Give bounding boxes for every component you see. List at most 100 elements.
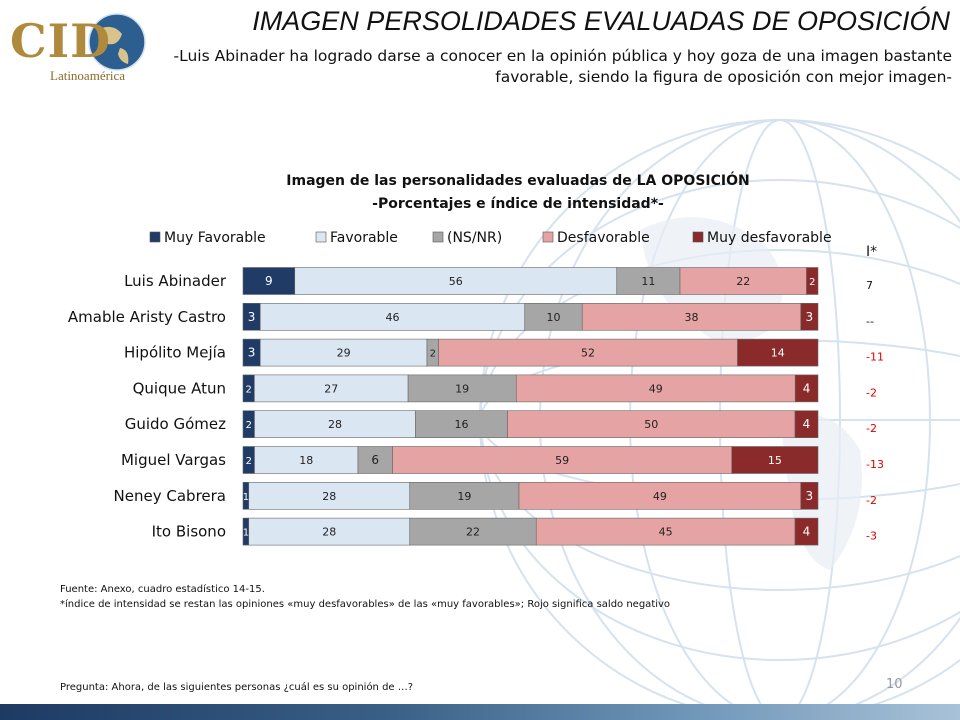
bar-segment [294,267,618,295]
bar-segment [800,481,819,510]
index-value: -2 [866,386,877,399]
data-label: 3 [248,346,256,360]
data-label: 4 [803,417,811,431]
data-label: 1 [243,528,249,539]
category-label: Neney Cabrera [114,487,226,505]
data-label: 2 [246,420,252,431]
data-label: 3 [806,310,814,324]
data-label: 50 [644,418,658,431]
page-number: 10 [886,677,903,692]
bar-segment [248,481,411,510]
index-value: -2 [866,422,877,435]
data-label: 22 [736,275,750,288]
data-label: 28 [322,526,336,539]
chart-title: Imagen de las personalidades evaluadas d… [286,173,750,189]
data-label: 22 [466,526,480,539]
data-label: 9 [265,274,273,288]
bar-segment [581,303,802,331]
data-label: 11 [641,275,655,288]
data-label: 3 [248,310,256,324]
data-label: 14 [771,347,785,360]
category-label: Guido Gómez [125,415,226,433]
index-header: I* [866,244,878,260]
cid-logo: CID Latinoamérica [4,6,154,86]
bar-segment [254,410,416,438]
index-value: -2 [866,494,877,507]
page-subtitle: -Luis Abinader ha logrado darse a conoce… [173,47,952,86]
data-label: 49 [653,490,667,503]
data-label: 1 [243,492,249,503]
category-label: Amable Aristy Castro [68,308,226,326]
data-label: 10 [547,311,561,324]
bar-segment [800,303,819,331]
bar-segment [679,267,807,295]
bar-segment [259,303,526,331]
index-value: -3 [866,530,877,543]
category-label: Quique Atun [133,379,226,397]
data-label: 56 [449,275,463,288]
logo-text: CID [10,14,112,68]
legend-swatch [542,231,554,243]
category-label: Luis Abinader [124,272,227,290]
bar-segment [731,446,819,474]
data-label: 16 [455,418,469,431]
stacked-bar-chart: Muy Favorable Favorable (NS/NR) Desfavorabl… [68,230,884,546]
bar-segment [794,410,819,438]
data-label: 18 [299,454,313,467]
index-value: 7 [866,279,873,292]
data-label: 2 [246,384,252,395]
bar-segment [737,338,819,367]
data-label: 27 [324,382,338,395]
data-label: 28 [322,490,336,503]
data-label: 59 [555,454,569,467]
bar-segment [515,374,796,403]
data-label: 38 [685,311,699,324]
category-label: Hipólito Mejía [124,344,226,362]
legend-swatch [432,231,444,243]
logo-subtext: Latinoamérica [50,68,126,83]
data-label: 6 [371,453,379,467]
bar-segment [415,410,508,438]
bar-segment [794,374,819,403]
legend-label: Favorable [330,230,398,246]
data-label: 28 [328,418,342,431]
data-label: 19 [457,490,471,503]
chart-subtitle: -Porcentajes e índice de intensidad*- [372,196,664,212]
index-value: -- [866,315,874,328]
logo-globe-icon [88,13,146,71]
index-value: -11 [866,351,884,364]
bar-segment [616,267,681,295]
legend-swatch [149,231,161,243]
bar-segment [535,517,796,546]
bar-segment [242,267,296,295]
data-label: 19 [455,382,469,395]
bar-segment [518,481,802,510]
data-label: 2 [246,456,252,467]
bar-segment [259,338,428,367]
bottom-bar [0,704,960,720]
bar-segment [409,517,537,546]
intensity-note: *índice de intensidad se restan las opin… [60,599,671,610]
page-title: IMAGEN PERSOLIDADES EVALUADAS DE OPOSICI… [252,6,950,36]
bar-segment [794,517,819,546]
data-label: 2 [430,349,436,360]
legend-swatch [315,231,327,243]
data-label: 2 [809,277,815,288]
data-label: 29 [337,347,351,360]
data-label: 15 [768,454,782,467]
data-label: 46 [386,311,400,324]
category-label: Miguel Vargas [121,451,226,469]
bar-segment [254,446,359,474]
bar-segment [409,481,520,510]
data-label: 4 [803,381,811,395]
bar-segment [248,517,411,546]
index-value: -13 [866,458,884,471]
bar-segment [806,267,819,295]
legend-label: (NS/NR) [447,230,502,246]
source-note: Fuente: Anexo, cuadro estadístico 14-15. [60,584,265,595]
legend-label: Muy desfavorable [707,230,832,246]
data-label: 52 [581,347,595,360]
legend-swatch [692,231,704,243]
bar-segment [438,338,738,367]
data-label: 45 [659,526,673,539]
